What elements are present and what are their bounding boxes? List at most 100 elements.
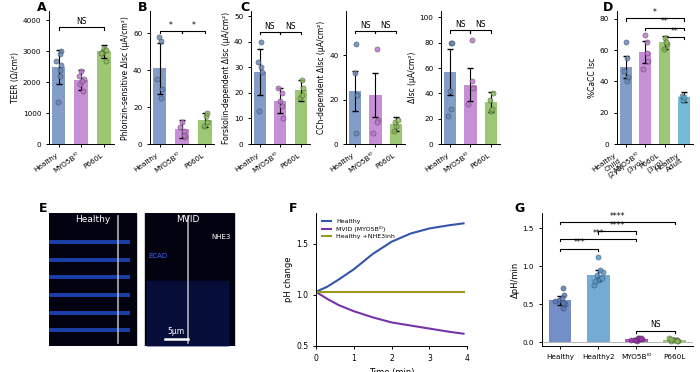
Point xyxy=(554,298,565,304)
Y-axis label: CCh-dependent ΔIsc (μA/cm²): CCh-dependent ΔIsc (μA/cm²) xyxy=(317,21,326,134)
Bar xyxy=(549,301,571,342)
Point xyxy=(677,93,688,99)
MVID (MYO5Bᴵᴼ) xyxy=(368,315,377,320)
Point xyxy=(592,254,603,260)
Y-axis label: Phlorizin-sensitive ΔIsc (μA/cm²): Phlorizin-sensitive ΔIsc (μA/cm²) xyxy=(121,16,130,140)
Point xyxy=(252,59,263,65)
Point xyxy=(642,58,653,64)
Text: ***: *** xyxy=(592,229,604,238)
Point xyxy=(76,78,88,84)
MVID (MYO5Bᴵᴼ) xyxy=(459,331,468,336)
Point xyxy=(178,132,190,138)
Point xyxy=(368,130,379,136)
Bar xyxy=(485,102,497,144)
Point xyxy=(74,73,85,79)
Text: NS: NS xyxy=(265,22,275,31)
Bar xyxy=(640,52,651,144)
Point xyxy=(393,117,404,123)
Y-axis label: pH change: pH change xyxy=(284,257,293,302)
Healthy xyxy=(368,252,377,256)
Bar xyxy=(369,95,382,144)
Text: NS: NS xyxy=(650,320,661,330)
Point xyxy=(78,76,90,82)
Point xyxy=(589,279,601,285)
Bar xyxy=(444,72,456,144)
Legend: Healthy, MVID (MYO5Bᴵᴼ), Healthy +NHE3inh: Healthy, MVID (MYO5Bᴵᴼ), Healthy +NHE3in… xyxy=(319,216,398,242)
Point xyxy=(390,124,401,129)
Text: B: B xyxy=(139,0,148,13)
MVID (MYO5Bᴵᴼ) xyxy=(444,330,453,334)
Point xyxy=(50,58,62,64)
Point xyxy=(557,305,568,311)
Bar xyxy=(587,275,610,342)
Point xyxy=(631,338,643,344)
Point xyxy=(639,32,650,38)
Point xyxy=(174,124,186,130)
Point xyxy=(155,38,167,44)
Text: F: F xyxy=(288,202,298,215)
MVID (MYO5Bᴵᴼ) xyxy=(407,323,415,328)
Point xyxy=(594,267,606,273)
Healthy +NHE3inh xyxy=(407,289,415,294)
Point xyxy=(671,337,682,343)
Point xyxy=(622,55,633,61)
Point xyxy=(678,94,690,100)
Point xyxy=(179,134,190,140)
Point xyxy=(622,74,634,80)
Healthy +NHE3inh xyxy=(312,289,320,294)
Text: ****: **** xyxy=(610,221,625,230)
Point xyxy=(277,115,288,121)
Point xyxy=(389,128,400,134)
Healthy +NHE3inh xyxy=(426,289,434,294)
Point xyxy=(256,64,267,70)
MVID (MYO5Bᴵᴼ) xyxy=(335,303,343,307)
Text: NS: NS xyxy=(380,21,391,30)
Healthy +NHE3inh xyxy=(459,289,468,294)
Text: **: ** xyxy=(671,27,678,36)
Bar xyxy=(49,213,136,346)
Healthy +NHE3inh xyxy=(335,289,343,294)
Text: MVID: MVID xyxy=(176,215,199,224)
Point xyxy=(371,119,382,125)
Point xyxy=(588,282,599,288)
Point xyxy=(55,51,66,57)
Bar xyxy=(146,213,234,346)
Bar xyxy=(620,67,632,144)
Bar xyxy=(295,90,307,144)
Bar xyxy=(274,100,286,144)
Point xyxy=(152,77,163,83)
Point xyxy=(201,110,212,116)
Point xyxy=(276,103,287,109)
Bar xyxy=(390,124,402,144)
Text: NS: NS xyxy=(76,17,87,26)
Point xyxy=(632,336,643,341)
Text: NS: NS xyxy=(455,20,466,29)
Text: D: D xyxy=(603,0,613,13)
Point xyxy=(592,277,603,283)
Point xyxy=(100,58,111,64)
Point xyxy=(447,40,458,46)
Healthy +NHE3inh xyxy=(323,289,332,294)
Point xyxy=(485,108,496,114)
Bar xyxy=(74,80,88,144)
Bar xyxy=(253,73,266,144)
Point xyxy=(591,272,602,278)
Healthy xyxy=(387,240,395,244)
Point xyxy=(77,89,88,94)
Point xyxy=(350,41,361,47)
Point xyxy=(274,97,286,103)
Point xyxy=(484,97,496,103)
Point xyxy=(666,338,677,344)
Point xyxy=(638,66,649,72)
MVID (MYO5Bᴵᴼ) xyxy=(312,289,320,294)
Text: NS: NS xyxy=(286,22,296,31)
Point xyxy=(55,48,66,54)
Point xyxy=(598,269,609,275)
Point xyxy=(256,70,267,76)
Point xyxy=(463,100,474,106)
Y-axis label: Forskolin-dependent ΔIsc (μA/cm²): Forskolin-dependent ΔIsc (μA/cm²) xyxy=(223,12,231,144)
Point xyxy=(371,46,382,52)
Point xyxy=(154,34,165,40)
Healthy +NHE3inh xyxy=(387,289,395,294)
Bar xyxy=(52,67,66,144)
